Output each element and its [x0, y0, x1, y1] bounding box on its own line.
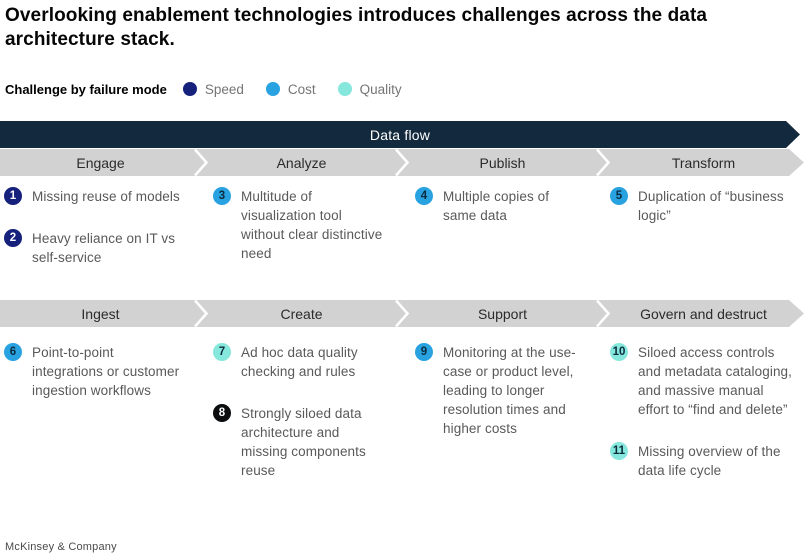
challenge-item-2: 2 Heavy reliance on IT vs self-service	[4, 229, 181, 267]
challenge-column: 1 Missing reuse of models 2 Heavy reliance …	[4, 187, 181, 267]
stage-support: Support	[477, 305, 528, 322]
challenge-item-6: 6 Point-to-point integrations or customer…	[4, 343, 181, 400]
challenge-text: Missing reuse of models	[32, 189, 180, 204]
challenge-column: 7 Ad hoc data quality checking and rules 8…	[213, 343, 383, 480]
challenge-text: Multiple copies of same data	[443, 189, 550, 223]
challenge-item-8: 8 Strongly siloed data architecture and m…	[213, 404, 383, 480]
legend-item-quality: Quality	[337, 81, 402, 97]
challenge-item-7: 7 Ad hoc data quality checking and rules	[213, 343, 383, 381]
challenge-number-badge: 3	[213, 187, 231, 205]
data-flow-label: Data flow	[369, 126, 431, 143]
challenge-item-10: 10 Siloed access controls and metadata ca…	[610, 343, 798, 419]
legend-item-cost: Cost	[265, 81, 316, 97]
challenge-item-3: 3 Multitude of visualization tool without…	[213, 187, 383, 263]
challenge-column: 4 Multiple copies of same data	[415, 187, 585, 225]
legend-item-speed: Speed	[182, 81, 244, 97]
chevron-separator-icon	[193, 300, 209, 327]
footer-brand: McKinsey & Company	[5, 541, 117, 553]
challenge-item-1: 1 Missing reuse of models	[4, 187, 181, 206]
stage-engage: Engage	[76, 154, 125, 171]
challenge-column: 3 Multitude of visualization tool without…	[213, 187, 383, 263]
stage-ingest: Ingest	[81, 305, 120, 322]
legend-items: Speed Cost Quality	[182, 81, 424, 97]
challenge-item-9: 9 Monitoring at the use-case or product l…	[415, 343, 585, 438]
challenge-number-badge: 2	[4, 229, 22, 247]
challenge-text: Siloed access controls and metadata cata…	[638, 345, 793, 417]
stage-govern-and-destruct: Govern and destruct	[640, 305, 767, 322]
challenge-text: Heavy reliance on IT vs self-service	[32, 231, 176, 265]
challenge-number-badge: 8	[213, 404, 231, 422]
challenge-text: Strongly siloed data architecture and mi…	[241, 406, 366, 478]
stage-publish: Publish	[479, 154, 526, 171]
challenge-number-badge: 1	[4, 187, 22, 205]
challenge-item-5: 5 Duplication of “business logic”	[610, 187, 798, 225]
speed-dot	[182, 82, 197, 96]
challenge-text: Ad hoc data quality checking and rules	[241, 345, 358, 379]
challenge-number-badge: 4	[415, 187, 433, 205]
challenge-number-badge: 9	[415, 343, 433, 361]
challenge-column: 5 Duplication of “business logic”	[610, 187, 798, 225]
challenge-item-4: 4 Multiple copies of same data	[415, 187, 585, 225]
legend-item-label: Cost	[287, 81, 316, 97]
challenge-text: Missing overview of the data life cycle	[638, 444, 781, 478]
challenge-number-badge: 7	[213, 343, 231, 361]
challenge-number-badge: 5	[610, 187, 628, 205]
stage-bar-2: Ingest Create Support Govern and destruct	[0, 300, 804, 327]
challenge-item-11: 11 Missing overview of the data life cycl…	[610, 442, 798, 480]
challenge-text: Duplication of “business logic”	[638, 189, 784, 223]
page-title: Overlooking enablement technologies intr…	[5, 5, 708, 50]
stage-analyze: Analyze	[276, 154, 327, 171]
challenge-number-badge: 11	[610, 442, 628, 460]
challenge-column: 6 Point-to-point integrations or customer…	[4, 343, 181, 400]
stage-bar-1: Engage Analyze Publish Transform	[0, 149, 804, 176]
stage-create: Create	[280, 305, 323, 322]
chevron-separator-icon	[595, 149, 611, 176]
stage-transform: Transform	[671, 154, 736, 171]
cost-dot	[265, 82, 280, 96]
chevron-separator-icon	[394, 300, 410, 327]
quality-dot	[337, 82, 352, 96]
challenge-text: Monitoring at the use-case or product le…	[443, 345, 576, 436]
challenge-text: Multitude of visualization tool without …	[241, 189, 383, 261]
legend-item-label: Quality	[359, 81, 402, 97]
challenge-text: Point-to-point integrations or customer …	[32, 345, 180, 398]
challenge-column: 9 Monitoring at the use-case or product l…	[415, 343, 585, 438]
chevron-separator-icon	[394, 149, 410, 176]
legend-label: Challenge by failure mode	[5, 81, 167, 97]
chevron-separator-icon	[193, 149, 209, 176]
challenge-number-badge: 6	[4, 343, 22, 361]
legend: Challenge by failure mode Speed Cost Quali…	[5, 81, 424, 97]
data-flow-banner: Data flow	[0, 121, 800, 148]
challenge-number-badge: 10	[610, 343, 628, 361]
legend-item-label: Speed	[204, 81, 244, 97]
challenge-column: 10 Siloed access controls and metadata ca…	[610, 343, 798, 480]
chevron-separator-icon	[595, 300, 611, 327]
